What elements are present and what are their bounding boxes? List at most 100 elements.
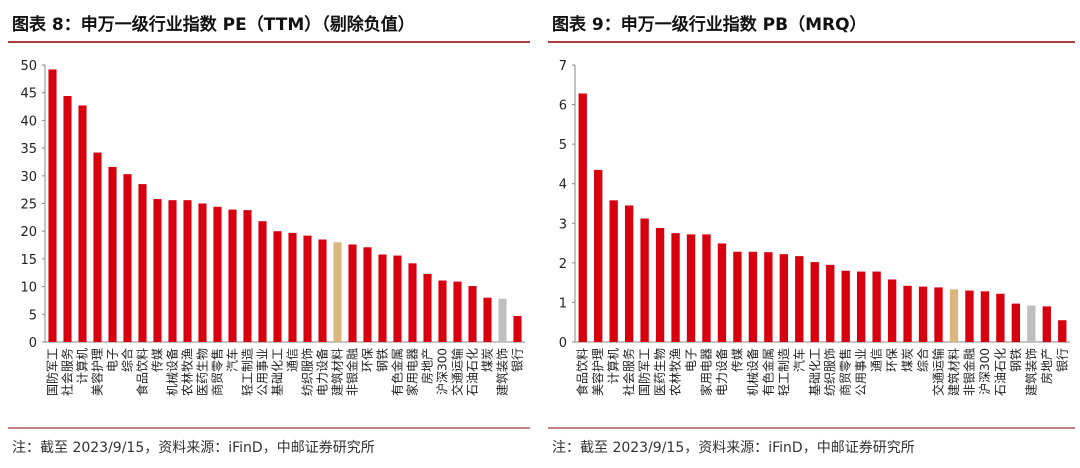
x-tick-label: 家用电器 xyxy=(698,348,713,396)
bar xyxy=(1011,303,1021,342)
x-tick-label: 公用事业 xyxy=(256,348,270,396)
x-tick-label: 基础化工 xyxy=(271,348,285,396)
bar xyxy=(903,285,912,342)
y-tick-label: 0 xyxy=(29,336,37,351)
bar xyxy=(348,244,357,342)
note: 注：截至 2023/9/15，资料来源：iFinD，中邮证券研究所 xyxy=(12,440,375,456)
bar xyxy=(655,228,665,342)
y-tick-label: 4 xyxy=(559,178,567,193)
bar xyxy=(453,281,462,342)
bar xyxy=(288,232,297,342)
x-tick-label: 轻工制造 xyxy=(241,348,255,396)
bar xyxy=(423,273,432,342)
x-tick-label: 社会服务 xyxy=(60,348,75,396)
bar xyxy=(48,69,57,342)
bar xyxy=(468,286,477,342)
x-tick-label: 钢铁 xyxy=(376,348,390,372)
bar xyxy=(498,298,507,342)
x-tick-label: 石油石化 xyxy=(993,348,1007,396)
x-tick-label: 农林牧渔 xyxy=(669,348,683,396)
bar xyxy=(258,221,267,342)
x-tick-label: 煤炭 xyxy=(901,348,915,372)
bar xyxy=(198,203,207,342)
x-tick-label: 社会服务 xyxy=(621,348,636,396)
bar xyxy=(918,286,928,342)
x-tick-label: 通信 xyxy=(286,348,300,372)
bar xyxy=(594,169,603,342)
y-tick-label: 20 xyxy=(20,225,37,240)
bar xyxy=(513,315,522,342)
bar xyxy=(213,206,222,342)
x-tick-label: 建筑装饰 xyxy=(495,348,510,396)
x-tick-label: 电力设备 xyxy=(316,348,330,396)
x-tick-label: 传媒 xyxy=(729,348,744,372)
bar xyxy=(764,252,773,342)
y-tick-label: 15 xyxy=(20,253,37,268)
x-tick-label: 公用事业 xyxy=(854,348,868,396)
x-tick-label: 计算机 xyxy=(75,348,90,384)
y-tick-label: 2 xyxy=(559,257,567,272)
bar xyxy=(333,242,342,342)
x-tick-label: 食品饮料 xyxy=(575,348,590,396)
x-tick-label: 通信 xyxy=(870,348,884,372)
bar xyxy=(1042,306,1051,342)
y-tick-label: 0 xyxy=(559,336,567,351)
x-tick-label: 计算机 xyxy=(606,348,621,384)
x-tick-label: 汽车 xyxy=(791,348,806,372)
x-tick-label: 沪深300 xyxy=(436,348,450,395)
x-tick-label: 沪深300 xyxy=(978,348,992,395)
x-tick-label: 基础化工 xyxy=(808,348,822,396)
chart-title: 图表 9：申万一级行业指数 PB（MRQ） xyxy=(552,14,867,35)
x-tick-label: 商贸零售 xyxy=(210,348,225,396)
bar xyxy=(578,93,587,343)
bar xyxy=(153,199,162,342)
bar xyxy=(438,280,447,342)
bar xyxy=(183,200,192,342)
x-tick-label: 美容护理 xyxy=(90,348,105,396)
x-tick-label: 环保 xyxy=(361,348,375,372)
bar xyxy=(996,293,1005,342)
x-tick-label: 电力设备 xyxy=(715,348,729,396)
y-tick-label: 5 xyxy=(29,308,37,323)
bar xyxy=(624,205,634,342)
bar xyxy=(393,255,402,342)
bar xyxy=(872,271,881,342)
x-tick-label: 建筑材料 xyxy=(330,348,345,396)
bar xyxy=(243,210,252,342)
bar xyxy=(856,271,866,342)
bar xyxy=(123,174,132,342)
bar xyxy=(1058,320,1067,342)
bar xyxy=(686,234,696,342)
x-tick-label: 医药生物 xyxy=(196,348,210,396)
bar xyxy=(887,279,897,342)
x-tick-label: 传媒 xyxy=(150,348,165,372)
x-tick-label: 环保 xyxy=(885,348,899,372)
bar xyxy=(168,200,177,342)
bar xyxy=(609,200,618,342)
y-tick-label: 10 xyxy=(20,281,37,296)
bar xyxy=(949,289,959,342)
bar xyxy=(273,231,282,342)
y-tick-label: 1 xyxy=(559,296,567,311)
bar xyxy=(810,262,819,342)
x-tick-label: 房地产 xyxy=(1039,348,1054,384)
bar xyxy=(671,233,680,342)
x-tick-label: 房地产 xyxy=(420,348,435,384)
x-tick-label: 医药生物 xyxy=(653,348,667,396)
x-tick-label: 银行 xyxy=(511,348,525,372)
x-tick-label: 农林牧渔 xyxy=(181,348,195,396)
bar xyxy=(303,235,312,342)
bar xyxy=(640,218,649,342)
x-tick-label: 非银金融 xyxy=(961,348,976,396)
bar xyxy=(965,290,974,342)
bar xyxy=(717,243,727,342)
y-tick-label: 35 xyxy=(20,142,37,157)
x-tick-label: 建筑装饰 xyxy=(1023,348,1038,396)
x-tick-label: 非银金融 xyxy=(345,348,360,396)
x-tick-label: 商贸零售 xyxy=(838,348,853,396)
x-tick-label: 食品饮料 xyxy=(135,348,150,396)
bar xyxy=(138,184,147,342)
bar xyxy=(826,264,835,342)
x-tick-label: 纺织服饰 xyxy=(301,348,315,396)
